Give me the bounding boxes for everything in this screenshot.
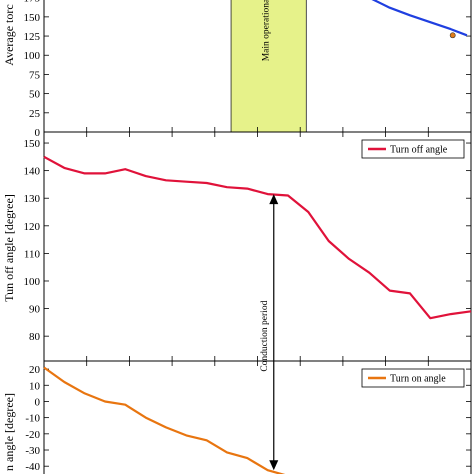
legend-label-3: Turn on angle [390,374,446,385]
y-tick-label: 150 [24,12,41,24]
highlight-band-layer: Main operationa [230,0,307,133]
y-tick-label: 80 [29,331,41,343]
y-tick-label: 100 [24,276,41,288]
y-axis-title-1: Average torc [2,4,16,65]
y-tick-label: 90 [29,304,41,316]
legend-box-3 [361,368,465,388]
y-tick-label: 25 [29,108,41,120]
y-tick-label: 20 [29,364,41,376]
y-axis-title-2: Tun off angle [degree] [2,194,16,302]
series-line-2-1 [43,155,472,320]
y-tick-label: 75 [29,69,41,81]
conduction-arrow-head-bottom [269,460,279,471]
y-tick-label: 140 [24,166,41,178]
y-tick-label: 0 [35,127,41,139]
legend-layer: Turn off angle Turn on angle [361,139,465,388]
band-label: Main operationa [262,0,272,61]
conduction-arrow-head-top [269,194,279,205]
annotation-layer: Conduction period [260,194,279,471]
y-tick-label: -30 [25,445,40,457]
y-tick-label: 125 [24,31,41,43]
y-tick-label: 175 [24,0,41,5]
y-tick-label: -10 [25,413,40,425]
y-tick-label: 0 [35,396,41,408]
legend-box-2 [361,139,465,159]
axis-titles: Average torc Tun off angle [degree] n angl… [2,4,16,471]
operational-band [230,0,307,133]
y-tick-label: 130 [24,193,41,205]
series-line-1-1 [371,0,468,37]
conduction-period-label: Conduction period [260,300,270,371]
y-tick-label: 110 [24,248,41,260]
y-axis-title-3: n angle [degree] [2,393,16,471]
y-tick-label: -40 [25,461,40,473]
series-line-3-1 [43,366,286,474]
series-layer [43,0,472,474]
legend-label-2: Turn off angle [390,145,448,156]
panel-frame-2 [43,131,472,362]
data-point [449,32,456,39]
y-tick-label: 50 [29,89,41,101]
y-tick-label: 120 [24,221,41,233]
y-tick-label: 10 [29,380,41,392]
y-tick-label: 150 [24,138,41,150]
y-tick-label: 100 [24,50,41,62]
y-tick-label: -20 [25,429,40,441]
tick-marks [44,16,471,467]
tick-labels: 0255075100125150175809010011012013014015… [24,0,41,473]
